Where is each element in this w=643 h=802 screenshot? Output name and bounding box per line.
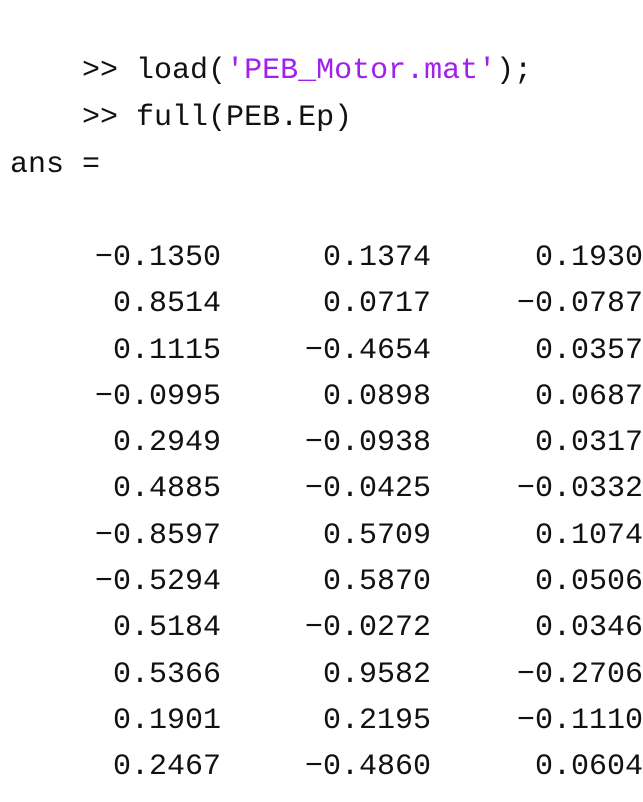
matrix-cell: −0.0425 [304,472,431,507]
matrix-cell: −0.5294 [94,565,221,600]
command-text: full(PEB.Ep) [136,101,353,135]
string-literal: 'PEB_Motor.mat' [226,54,497,88]
matrix-cell: 0.5709 [322,518,431,553]
matrix-cell: 0.5870 [322,565,431,600]
matrix-cell: 0.8514 [112,287,221,322]
matrix-row: 0.4885 −0.0425 −0.0332 [0,466,643,512]
command-line-load: >> load('PEB_Motor.mat'); [10,2,532,88]
matrix-cell: 0.0506 [534,565,643,600]
matrix-cell: 0.0898 [322,379,431,414]
matrix-cell: 0.4885 [112,472,221,507]
matrix-cell: 0.0604 [534,750,643,785]
matrix-cell: 0.2195 [322,703,431,738]
matrix-cell: 0.1930 [534,241,643,275]
matrix-cell: −0.2706 [516,657,643,692]
matrix-cell: −0.8597 [94,518,221,553]
matrix-row: −0.8597 0.5709 0.1074 [0,513,643,559]
matrix-row: 0.2949 −0.0938 0.0317 [0,420,643,466]
matrix-cell: 0.1115 [112,333,221,368]
matrix-cell: 0.0717 [322,287,431,322]
matrix-row: −0.0995 0.0898 0.0687 [0,374,643,420]
matrix-row: −0.1350 0.1374 0.1930 [0,235,643,281]
matrix-row: 0.1901 0.2195 −0.1110 [0,698,643,744]
matrix-row: 0.5366 0.9582 −0.2706 [0,652,643,698]
matrix-cell: 0.1901 [112,703,221,738]
matrix-cell: −0.1110 [516,703,643,738]
matrix-row: 0.8514 0.0717 −0.0787 [0,281,643,327]
command-text: load( [136,54,227,88]
output-matrix: −0.1350 0.1374 0.1930 0.8514 0.0717 −0.0787 0.… [0,235,643,791]
matrix-cell: 0.5184 [112,611,221,646]
matrix-cell: 0.5366 [112,657,221,692]
matrix-cell: 0.9582 [322,657,431,692]
prompt-symbol: >> [82,54,119,88]
matrix-cell: 0.0687 [534,379,643,414]
matrix-cell: 0.2949 [112,426,221,461]
matrix-cell: 0.1374 [322,241,431,275]
matrix-cell: −0.0332 [516,472,643,507]
matrix-cell: 0.0346 [534,611,643,646]
matrix-cell: 0.1074 [534,518,643,553]
matrix-cell: 0.0317 [534,426,643,461]
command-line-full: >> full(PEB.Ep) [10,49,352,135]
matrix-row: 0.5184 −0.0272 0.0346 [0,605,643,651]
matrix-cell: −0.0938 [304,426,431,461]
matrix-row: 0.2467 −0.4860 0.0604 [0,744,643,790]
output-label: ans = [10,148,101,182]
matrix-cell: −0.0272 [304,611,431,646]
matrix-cell: −0.0995 [94,379,221,414]
matrix-row: 0.1115 −0.4654 0.0357 [0,328,643,374]
matrix-cell: −0.0787 [516,287,643,322]
matrix-row: −0.5294 0.5870 0.0506 [0,559,643,605]
matrix-cell: −0.4654 [304,333,431,368]
matrix-cell: −0.4860 [304,750,431,785]
command-text-end: ); [496,54,533,88]
matrix-cell: −0.1350 [94,241,221,275]
prompt-symbol: >> [82,101,119,135]
matrix-cell: 0.2467 [112,750,221,785]
matrix-cell: 0.0357 [534,333,643,368]
